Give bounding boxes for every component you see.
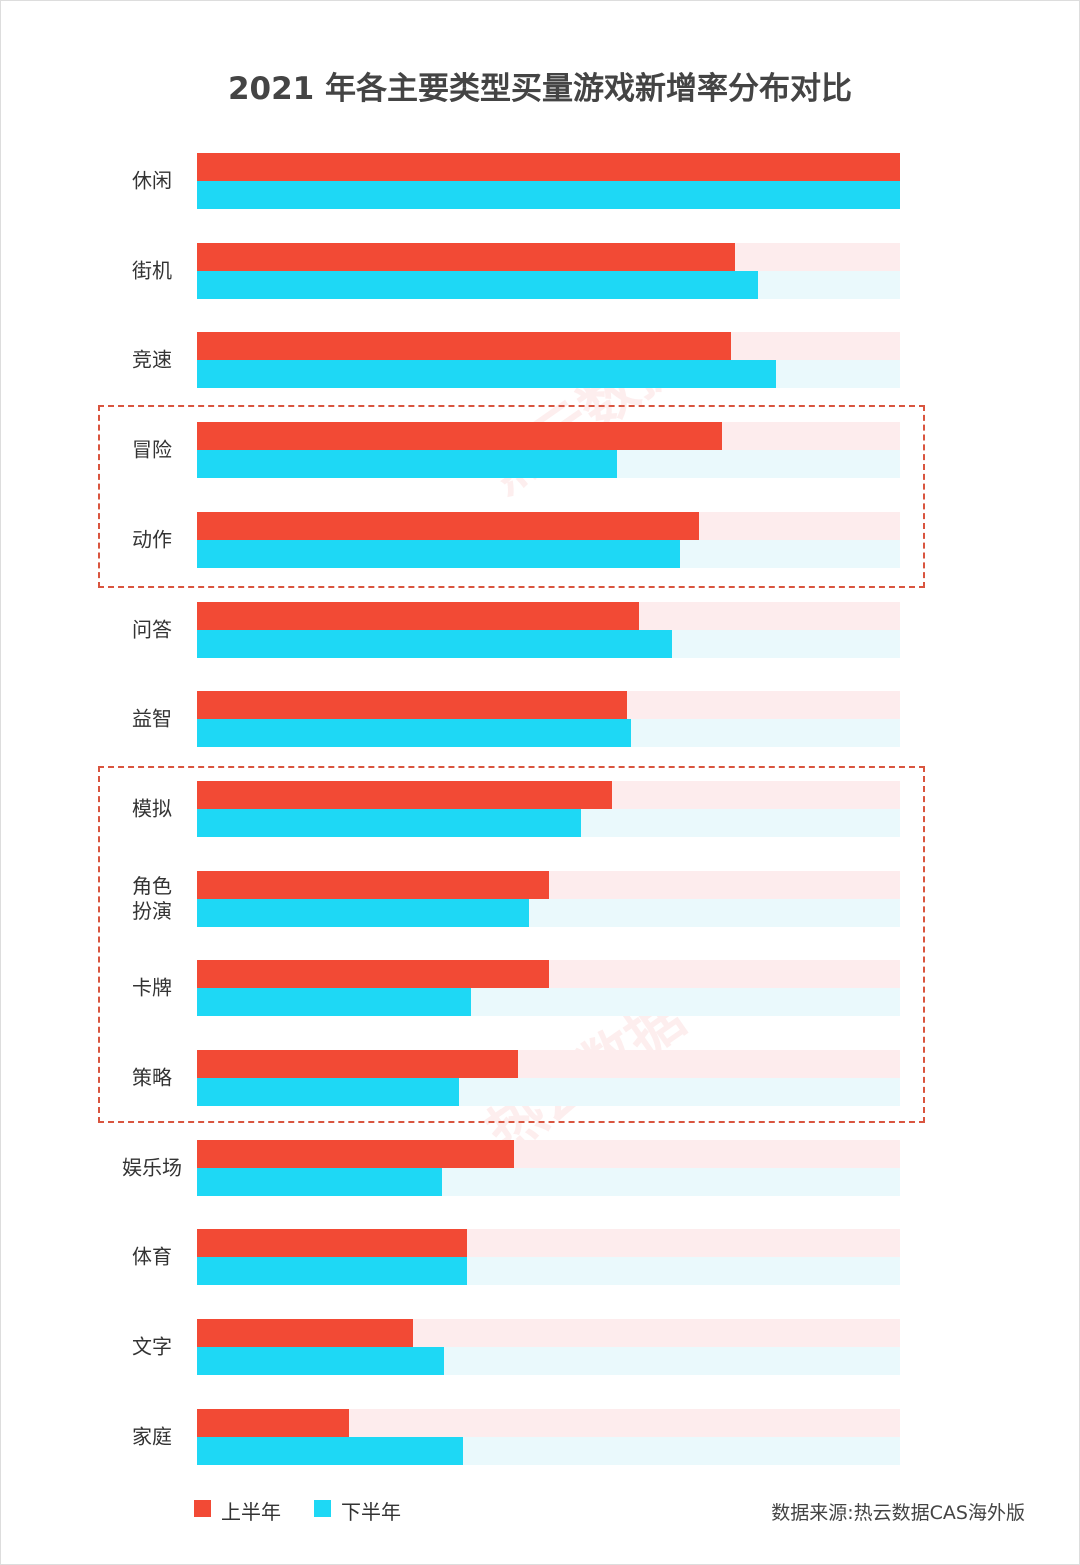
bar xyxy=(197,898,529,927)
highlight-box xyxy=(98,766,925,1123)
bar xyxy=(197,870,550,899)
y-tick-label: 竞速 xyxy=(132,347,172,372)
bar xyxy=(197,691,628,720)
bar xyxy=(197,422,723,451)
bar xyxy=(197,242,735,271)
bar xyxy=(197,1257,467,1286)
bar xyxy=(197,1167,443,1196)
bar xyxy=(197,629,673,658)
bar xyxy=(197,539,680,568)
y-tick-label: 角色 扮演 xyxy=(132,873,172,923)
bar xyxy=(197,988,472,1017)
legend-label: 下半年 xyxy=(341,1500,401,1524)
source-note: 数据来源:热云数据CAS海外版 xyxy=(771,1502,1025,1524)
y-tick-label: 益智 xyxy=(132,706,172,731)
legend-swatch xyxy=(314,1500,331,1517)
bar xyxy=(197,719,631,748)
bar xyxy=(197,1139,515,1168)
highlight-box xyxy=(98,405,925,588)
y-tick-label: 文字 xyxy=(132,1334,172,1359)
y-tick-label: 体育 xyxy=(132,1244,172,1269)
y-tick-label: 家庭 xyxy=(132,1424,172,1449)
y-tick-label: 娱乐场 xyxy=(122,1155,182,1180)
bar xyxy=(197,808,581,837)
bar xyxy=(197,360,777,389)
y-tick-label: 动作 xyxy=(132,527,172,552)
bar xyxy=(197,153,900,181)
bar xyxy=(197,960,550,989)
bar xyxy=(197,780,612,809)
legend-label: 上半年 xyxy=(221,1500,281,1524)
bar xyxy=(197,1319,413,1348)
bar xyxy=(197,1050,519,1078)
bar xyxy=(197,1436,463,1465)
y-tick-label: 模拟 xyxy=(132,796,172,821)
y-tick-label: 卡牌 xyxy=(132,975,172,1000)
legend-swatch xyxy=(194,1500,211,1517)
bar xyxy=(197,181,900,209)
chart-title: 2021 年各主要类型买量游戏新增率分布对比 xyxy=(227,71,853,107)
bar xyxy=(197,270,758,299)
y-tick-label: 冒险 xyxy=(132,437,172,462)
bar xyxy=(197,1408,349,1437)
y-tick-label: 街机 xyxy=(132,258,172,283)
y-tick-label: 策略 xyxy=(132,1065,172,1090)
bar xyxy=(197,1078,460,1106)
bar xyxy=(197,332,732,361)
y-tick-label: 问答 xyxy=(132,617,172,641)
bar xyxy=(197,601,640,630)
bar xyxy=(197,1229,467,1258)
y-tick-label: 休闲 xyxy=(132,168,172,193)
bar xyxy=(197,1347,444,1376)
bar xyxy=(197,511,699,540)
bar xyxy=(197,450,617,479)
